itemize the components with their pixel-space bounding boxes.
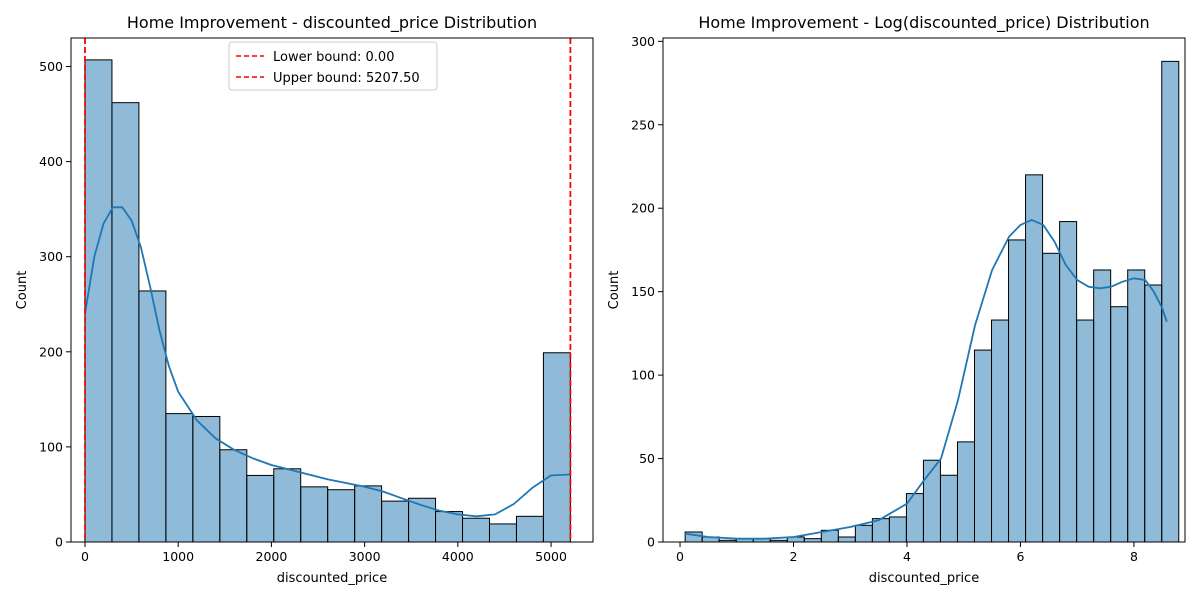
histogram-bar <box>888 516 907 543</box>
plot-area: 0 1000 2000 3000 4000 5000 0 100 200 300 400 500 <box>39 37 594 564</box>
histogram-bar <box>1110 306 1129 543</box>
histogram-bar <box>488 523 517 543</box>
histogram-bar <box>111 102 140 543</box>
histogram-bar <box>354 485 383 543</box>
legend: Lower bound: 0.00 Upper bound: 5207.50 <box>228 41 438 91</box>
histogram-bar <box>991 319 1010 543</box>
y-axis-label: Count <box>607 271 622 310</box>
y-tick-label: 0 <box>647 535 655 550</box>
y-axis-label: Count <box>15 271 30 310</box>
plot-area: 0 2 4 6 8 0 50 100 150 200 250 300 <box>631 34 1186 564</box>
histogram-bar <box>246 474 275 543</box>
chart-title: Home Improvement - discounted_price Dist… <box>127 13 537 33</box>
y-tick-label: 200 <box>39 344 63 359</box>
y-tick-label: 300 <box>631 34 655 49</box>
x-axis-label: discounted_price <box>277 571 387 586</box>
histogram-bar <box>219 449 248 543</box>
axes-frame <box>70 37 594 543</box>
histogram-bar <box>803 538 822 543</box>
x-tick-label: 0 <box>676 549 684 564</box>
histogram-bar <box>1093 269 1112 543</box>
x-tick-label: 2000 <box>256 549 288 564</box>
histogram-bar <box>1076 319 1095 543</box>
histogram-bar <box>273 468 302 543</box>
x-tick-label: 2 <box>790 549 798 564</box>
histogram-bar <box>327 489 356 543</box>
legend-box <box>228 41 438 91</box>
y-tick-label: 100 <box>39 439 63 454</box>
histogram-bar <box>939 474 958 543</box>
axes-frame <box>662 37 1186 543</box>
histogram-bar <box>1059 221 1078 543</box>
histogram-bar <box>1025 174 1044 543</box>
chart-title: Home Improvement - Log(discounted_price)… <box>698 13 1149 33</box>
histogram-bar <box>1042 252 1061 543</box>
histogram-raw-price: Home Improvement - discounted_price Dist… <box>15 13 594 586</box>
y-tick-label: 500 <box>39 59 63 74</box>
histogram-bar <box>165 413 194 543</box>
x-axis-label: discounted_price <box>869 571 979 586</box>
histogram-bar <box>1144 284 1163 543</box>
histogram-bar <box>837 536 856 543</box>
histogram-bar <box>956 441 975 543</box>
histogram-bar <box>300 486 329 543</box>
kde-curve <box>684 218 1168 540</box>
x-tick-label: 5000 <box>535 549 567 564</box>
histogram-bar <box>973 349 993 543</box>
y-tick-label: 150 <box>631 284 655 299</box>
histogram-log-price: Home Improvement - Log(discounted_price)… <box>607 13 1186 586</box>
x-tick-label: 0 <box>81 549 89 564</box>
y-tick-label: 50 <box>639 451 655 466</box>
y-tick-label: 300 <box>39 249 63 264</box>
histogram-bar <box>922 459 941 543</box>
y-tick-label: 0 <box>55 535 63 550</box>
x-tick-label: 4000 <box>442 549 474 564</box>
legend-label-lower: Lower bound: 0.00 <box>273 50 394 65</box>
histogram-bar <box>871 518 890 543</box>
histogram-bar <box>854 524 873 543</box>
histogram-bar <box>515 515 544 543</box>
x-tick-label: 4 <box>903 549 911 564</box>
histogram-bar <box>462 517 490 543</box>
histogram-bar <box>542 352 571 543</box>
histogram-bar <box>1161 60 1180 543</box>
histogram-bar <box>84 59 113 543</box>
histogram-bar <box>1008 239 1027 543</box>
x-tick-label: 3000 <box>349 549 381 564</box>
histogram-bar <box>1127 269 1146 543</box>
y-tick-label: 400 <box>39 154 63 169</box>
legend-label-upper: Upper bound: 5207.50 <box>273 71 420 86</box>
x-tick-label: 6 <box>1016 549 1024 564</box>
histogram-bar <box>435 511 464 543</box>
x-tick-label: 1000 <box>162 549 194 564</box>
histogram-bar <box>381 500 410 543</box>
y-tick-label: 250 <box>631 117 655 132</box>
kde-curve <box>84 206 571 518</box>
y-tick-label: 200 <box>631 201 655 216</box>
y-tick-label: 100 <box>631 368 655 383</box>
histogram-bar <box>138 290 167 543</box>
x-tick-label: 8 <box>1130 549 1138 564</box>
histogram-bar <box>192 415 221 543</box>
